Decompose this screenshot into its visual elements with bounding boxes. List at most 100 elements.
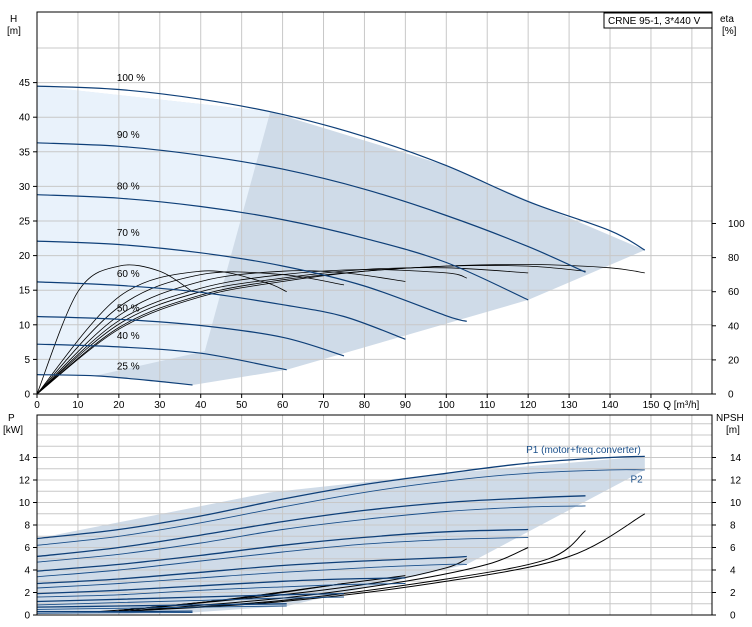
x-tick-label: 20 [113, 400, 125, 411]
y2-tick-label: 0 [728, 390, 734, 401]
y2-axis-label: eta [720, 14, 734, 25]
p2-curve [36, 583, 406, 598]
y-tick-label: 0 [24, 611, 30, 622]
p2-curve [36, 605, 287, 610]
speed-label: 60 % [117, 269, 140, 280]
x-tick-label: 0 [34, 400, 40, 411]
x-tick-label: 140 [602, 400, 619, 411]
y2-tick-label: 40 [728, 321, 740, 332]
head-curve-50pct [36, 315, 345, 357]
y2-tick-label: 0 [730, 611, 736, 622]
speed-label: 70 % [117, 228, 140, 239]
chart-title: CRNE 95-1, 3*440 V [608, 16, 701, 27]
head-curve-70pct [36, 240, 467, 322]
y-tick-label: 25 [19, 217, 31, 228]
power-range-area [37, 456, 645, 614]
y2-tick-label: 20 [728, 355, 740, 366]
light-range-area [37, 86, 271, 377]
y2-axis-unit: [%] [722, 26, 737, 37]
head-curve-100pct [36, 85, 646, 251]
y-tick-label: 0 [24, 390, 30, 401]
x-tick-label: 80 [359, 400, 371, 411]
power-npsh-panel: P1 (motor+freq.converter) P2 0 2 4 6 8 10 12 14 0 2… [3, 413, 744, 622]
p2-curve [36, 536, 529, 578]
x-tick-label: 110 [479, 400, 495, 411]
efficiency-curve-60pct [36, 270, 406, 395]
x-axis-label: Q [m³/h] [663, 400, 699, 411]
p1-curve [36, 603, 287, 608]
y-tick-label: 4 [24, 566, 30, 577]
x-tick-label: 30 [154, 400, 166, 411]
efficiency-curve-40pct [36, 270, 287, 395]
y2-tick-label: 2 [730, 588, 736, 599]
x-tick-label: 120 [520, 400, 537, 411]
head-curve-90pct [36, 142, 586, 273]
plot-frame [36, 414, 713, 616]
y-tick-label: 10 [19, 498, 31, 509]
y-axis-unit: [m] [7, 26, 21, 37]
p2-curve [36, 505, 586, 563]
y2-axis-label: NPSH [716, 413, 744, 424]
p1-curve [36, 577, 406, 595]
y2-tick-label: 80 [728, 253, 740, 264]
y2-tick-label: 4 [730, 566, 736, 577]
y2-tick-label: 60 [728, 287, 740, 298]
x-tick-label: 70 [318, 400, 330, 411]
y-tick-label: 10 [19, 320, 31, 331]
y-tick-label: 12 [19, 476, 31, 487]
p1-curve [36, 555, 467, 585]
x-tick-label: 100 [438, 400, 455, 411]
y2-tick-label: 12 [730, 476, 742, 487]
efficiency-curve-80pct [36, 267, 529, 395]
series-label-p2: P2 [630, 474, 643, 485]
y-tick-label: 15 [19, 286, 31, 297]
p1-curve [36, 455, 645, 540]
head-curve-60pct [36, 281, 406, 340]
head-efficiency-panel: 100 % 90 % 80 % 70 % 60 % 50 % 40 % 25 % 0 10 20 30… [7, 11, 745, 411]
plot-frame [36, 11, 713, 395]
p1-curve [36, 495, 586, 558]
y-tick-label: 2 [24, 588, 30, 599]
p1-curve [36, 592, 345, 603]
y-tick-label: 45 [19, 78, 31, 89]
speed-label: 90 % [117, 130, 140, 141]
speed-label: 40 % [117, 331, 140, 342]
head-curve-40pct [36, 343, 287, 371]
p2-curve [36, 612, 193, 614]
title-box [603, 12, 713, 29]
y2-tick-label: 14 [730, 453, 742, 464]
y-tick-label: 40 [19, 113, 31, 124]
p1-curve [36, 610, 193, 613]
efficiency-curve-70pct [36, 269, 467, 395]
speed-label: 50 % [117, 303, 140, 314]
p2-curve [36, 469, 645, 546]
y2-tick-label: 8 [730, 521, 736, 532]
p2-curve [36, 563, 467, 589]
x-tick-label: 60 [277, 400, 289, 411]
y-tick-label: 8 [24, 521, 30, 532]
x-tick-label: 40 [195, 400, 207, 411]
x-tick-label: 10 [72, 400, 84, 411]
npsh-curve [118, 530, 586, 613]
x-tick-label: 50 [236, 400, 248, 411]
y2-tick-label: 100 [728, 219, 745, 230]
p2-curve [36, 596, 345, 606]
y-tick-label: 30 [19, 182, 31, 193]
speed-label: 25 % [117, 362, 140, 373]
efficiency-curve-25pct [36, 264, 193, 395]
x-tick-label: 150 [643, 400, 660, 411]
y-tick-label: 5 [24, 355, 30, 366]
y2-tick-label: 6 [730, 543, 736, 554]
series-label-p1: P1 (motor+freq.converter) [526, 445, 641, 456]
y-axis-unit: [kW] [3, 425, 23, 436]
efficiency-curve-50pct [36, 271, 345, 395]
y2-axis-unit: [m] [726, 425, 740, 436]
y-axis-label: H [10, 14, 17, 25]
x-tick-label: 130 [561, 400, 578, 411]
y-tick-label: 14 [19, 453, 31, 464]
speed-label: 80 % [117, 182, 140, 193]
head-curve-25pct [36, 374, 193, 386]
x-tick-label: 90 [400, 400, 412, 411]
p1-curve [36, 528, 529, 572]
